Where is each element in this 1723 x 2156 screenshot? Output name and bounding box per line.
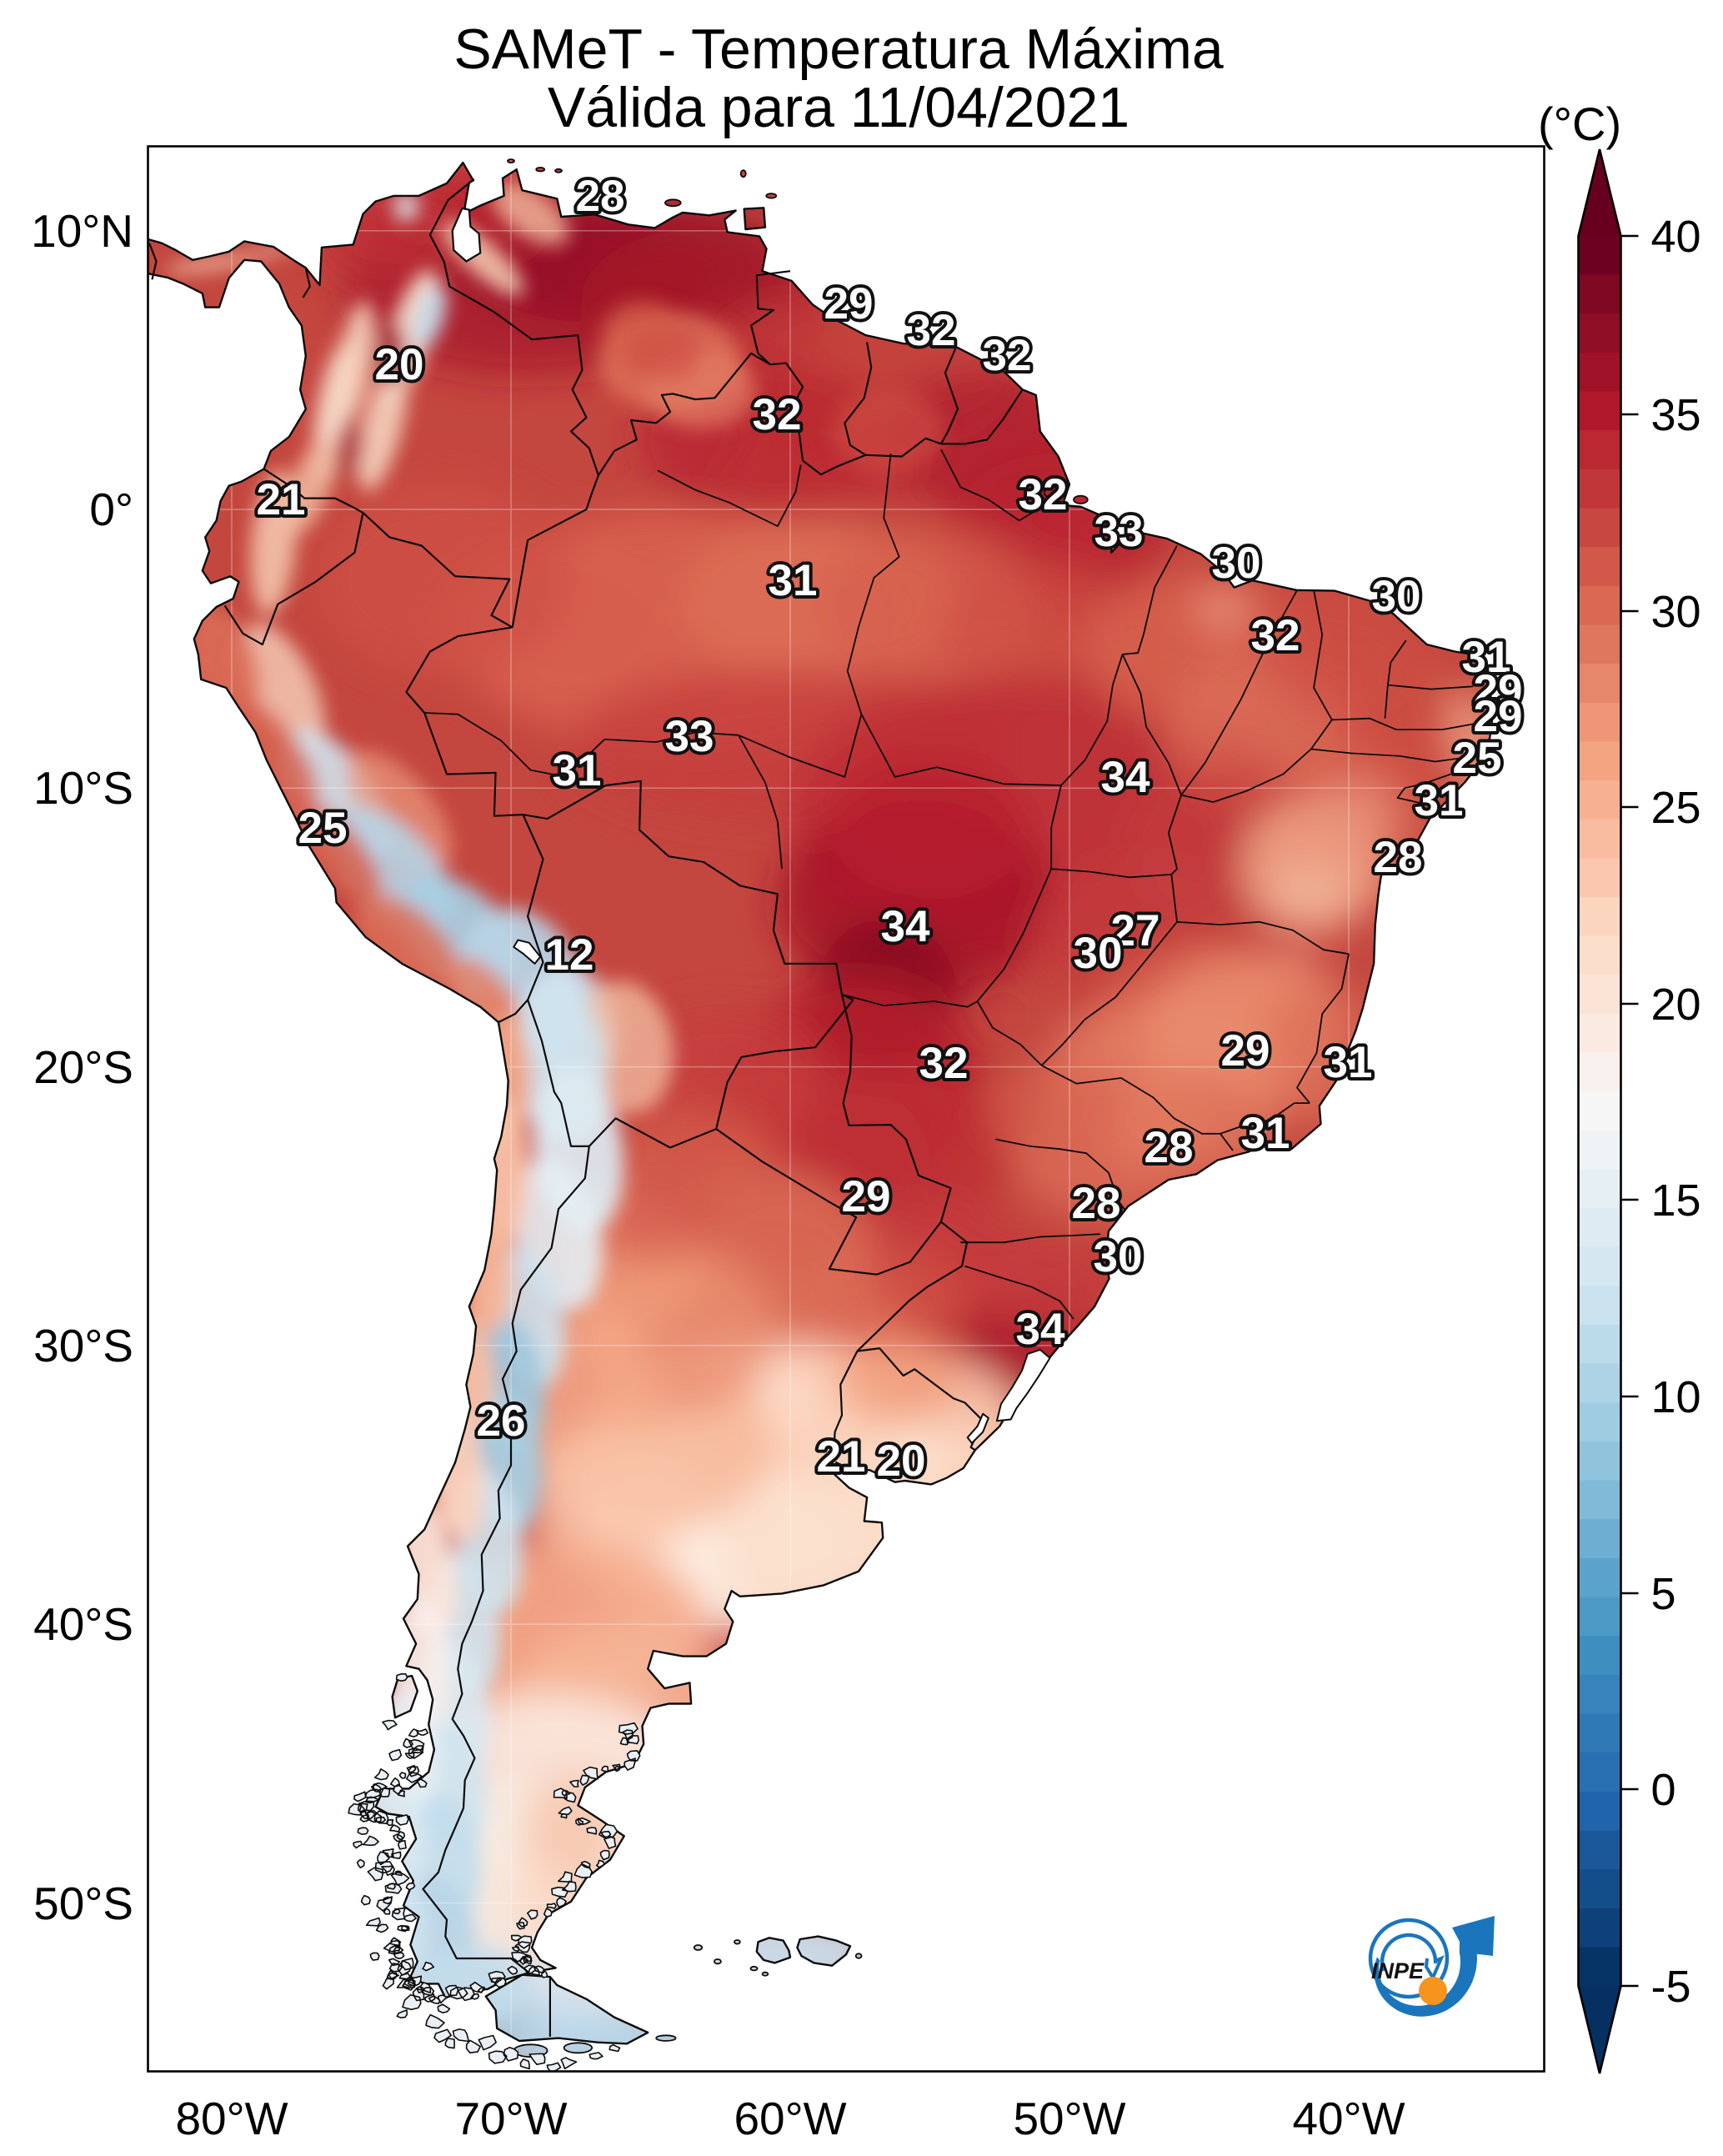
svg-text:80°W: 80°W: [175, 2093, 288, 2144]
svg-text:-5: -5: [1651, 1962, 1691, 2012]
svg-text:32: 32: [1019, 470, 1068, 519]
svg-text:40°W: 40°W: [1292, 2093, 1405, 2144]
svg-text:25: 25: [298, 804, 348, 853]
svg-text:28: 28: [1072, 1179, 1121, 1228]
svg-text:31: 31: [1324, 1038, 1373, 1087]
svg-text:31: 31: [769, 556, 818, 605]
svg-text:28: 28: [1144, 1123, 1194, 1172]
svg-text:29: 29: [1474, 692, 1523, 741]
svg-text:32: 32: [753, 390, 802, 439]
svg-text:30: 30: [1074, 929, 1123, 978]
svg-text:26: 26: [477, 1396, 526, 1446]
svg-text:21: 21: [257, 475, 306, 524]
svg-text:20: 20: [877, 1436, 926, 1486]
svg-text:34: 34: [1101, 753, 1150, 802]
svg-text:20°S: 20°S: [33, 1041, 133, 1093]
svg-text:25: 25: [1651, 783, 1701, 833]
svg-text:10°S: 10°S: [33, 762, 133, 814]
svg-text:32: 32: [907, 306, 956, 355]
svg-text:20: 20: [1651, 980, 1701, 1030]
svg-text:0: 0: [1651, 1765, 1676, 1815]
svg-text:40°S: 40°S: [33, 1598, 133, 1650]
svg-text:32: 32: [1251, 611, 1300, 660]
svg-text:21: 21: [817, 1432, 866, 1482]
svg-text:31: 31: [1241, 1109, 1290, 1158]
svg-text:33: 33: [1094, 507, 1144, 556]
svg-text:60°W: 60°W: [734, 2093, 846, 2144]
svg-text:10°N: 10°N: [31, 205, 133, 257]
svg-text:10: 10: [1651, 1372, 1701, 1422]
svg-text:20: 20: [375, 340, 424, 389]
svg-text:50°S: 50°S: [33, 1878, 133, 1929]
svg-text:50°W: 50°W: [1013, 2093, 1125, 2144]
svg-text:40: 40: [1651, 212, 1701, 262]
svg-text:12: 12: [545, 930, 594, 980]
svg-text:35: 35: [1651, 390, 1701, 440]
svg-text:34: 34: [1016, 1305, 1065, 1354]
svg-text:32: 32: [983, 331, 1032, 380]
svg-text:33: 33: [665, 712, 714, 761]
svg-text:15: 15: [1651, 1176, 1701, 1226]
svg-text:SAMeT - Temperatura Máxima: SAMeT - Temperatura Máxima: [453, 18, 1224, 81]
svg-text:28: 28: [1374, 833, 1423, 882]
svg-text:30: 30: [1372, 572, 1421, 621]
svg-text:31: 31: [1462, 633, 1511, 682]
svg-text:25: 25: [1453, 734, 1502, 783]
svg-text:31: 31: [1415, 776, 1464, 825]
svg-text:31: 31: [553, 746, 602, 795]
svg-text:32: 32: [919, 1039, 969, 1088]
svg-text:34: 34: [881, 902, 930, 951]
svg-text:70°W: 70°W: [454, 2093, 567, 2144]
svg-text:30: 30: [1212, 539, 1261, 588]
svg-text:29: 29: [824, 279, 874, 328]
svg-text:5: 5: [1651, 1569, 1676, 1619]
svg-text:30°S: 30°S: [33, 1320, 133, 1371]
svg-text:29: 29: [1474, 666, 1523, 715]
svg-text:0°: 0°: [89, 484, 133, 535]
svg-text:Válida para 11/04/2021: Válida para 11/04/2021: [548, 76, 1129, 139]
svg-text:30: 30: [1094, 1232, 1143, 1281]
svg-text:(°C): (°C): [1538, 98, 1621, 150]
svg-text:30: 30: [1651, 587, 1701, 637]
svg-text:29: 29: [1221, 1026, 1270, 1075]
svg-text:INPE: INPE: [1371, 1958, 1425, 1983]
svg-text:27: 27: [1111, 906, 1160, 955]
svg-text:29: 29: [842, 1172, 891, 1221]
svg-text:28: 28: [576, 172, 625, 221]
